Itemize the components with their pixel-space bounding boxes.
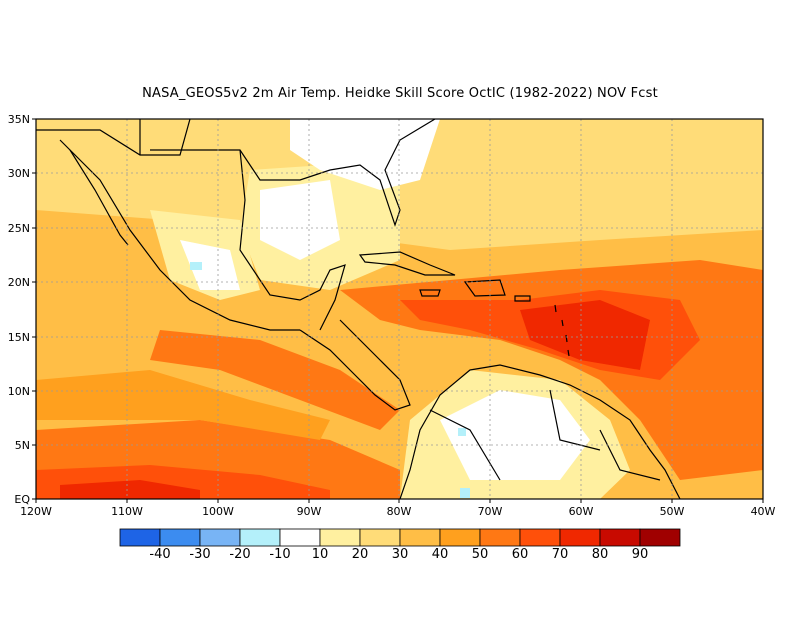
colorbar-label: 20 [352, 547, 369, 562]
coast-south-america [399, 364, 681, 499]
colorbar-swatch [119, 528, 161, 547]
field-us-southeast-white [290, 119, 440, 190]
colorbar-label: -40 [149, 547, 170, 562]
lat-label-15n: 15N [8, 331, 30, 344]
colorbar-swatch [559, 528, 601, 547]
coast-mexico-gulf [239, 149, 346, 331]
colorbar-swatch [519, 528, 561, 547]
lon-label-120w: 120W [20, 505, 52, 518]
colorbar-label: 60 [512, 547, 529, 562]
field-neg-spot-mexico [190, 262, 202, 270]
lat-label-20n: 20N [8, 276, 30, 289]
chart-title: NASA_GEOS5v2 2m Air Temp. Heidke Skill S… [142, 86, 658, 101]
border-south-america [429, 389, 661, 481]
colorbar-swatch [439, 528, 481, 547]
colorbar-swatch [279, 528, 321, 547]
lat-label-5n: 5N [15, 439, 30, 452]
colorbar-swatch [639, 528, 681, 547]
map-field [36, 119, 763, 499]
colorbar-swatch [479, 528, 521, 547]
colorbar-label: 50 [472, 547, 489, 562]
lon-label-110w: 110W [111, 505, 143, 518]
field-lesser-antilles-hot [520, 300, 650, 370]
colorbar-label: 30 [392, 547, 409, 562]
lat-label-35n: 35N [8, 113, 30, 126]
field-gulf-white [260, 180, 340, 260]
coast-jamaica [419, 289, 441, 297]
lon-label-100w: 100W [202, 505, 234, 518]
colorbar-swatch [159, 528, 201, 547]
colorbar-label: 80 [592, 547, 609, 562]
lon-label-40w: 40W [751, 505, 776, 518]
lon-label-60w: 60W [569, 505, 594, 518]
colorbar: -40 -30 -20 -10 10 20 30 40 50 60 70 80 … [119, 528, 681, 562]
field-central-america [150, 330, 400, 430]
colorbar-label: 40 [432, 547, 449, 562]
colorbar-swatch [199, 528, 241, 547]
coastlines [36, 119, 681, 499]
colorbar-label: 90 [632, 547, 649, 562]
colorbar-label: 10 [312, 547, 329, 562]
coast-mexico-pacific [59, 139, 300, 331]
lon-label-80w: 80W [387, 505, 412, 518]
lon-label-90w: 90W [297, 505, 322, 518]
colorbar-swatch [599, 528, 641, 547]
coast-us-gulf [150, 119, 436, 227]
lat-label-25n: 25N [8, 222, 30, 235]
coast-hispaniola [463, 279, 506, 297]
coast-puerto-rico [514, 295, 531, 302]
field-mexico-white [180, 240, 240, 290]
coast-central-america [299, 319, 411, 411]
tick-marks [32, 118, 764, 503]
colorbar-swatch [399, 528, 441, 547]
colorbar-swatch [359, 528, 401, 547]
colorbar-label: -20 [229, 547, 250, 562]
field-neg-spot-sa-1 [458, 428, 466, 436]
colorbar-label: -10 [269, 547, 290, 562]
lat-label-eq: EQ [14, 493, 30, 506]
lon-label-70w: 70W [478, 505, 503, 518]
field-pacific-mid [36, 370, 330, 440]
coast-lesser-antilles [554, 304, 570, 357]
colorbar-label: 70 [552, 547, 569, 562]
colorbar-swatch [239, 528, 281, 547]
coast-baja [69, 149, 129, 246]
colorbar-label: -30 [189, 547, 210, 562]
lat-label-30n: 30N [8, 167, 30, 180]
lat-label-10n: 10N [8, 385, 30, 398]
grid-lines [36, 119, 763, 499]
field-south-america-white [440, 390, 590, 480]
border-us-mexico [36, 119, 191, 156]
field-neg-spot-sa-2 [460, 488, 470, 498]
coast-cuba [358, 251, 456, 276]
lon-label-50w: 50W [660, 505, 685, 518]
colorbar-swatch [319, 528, 361, 547]
field-pacific-core [60, 480, 200, 499]
